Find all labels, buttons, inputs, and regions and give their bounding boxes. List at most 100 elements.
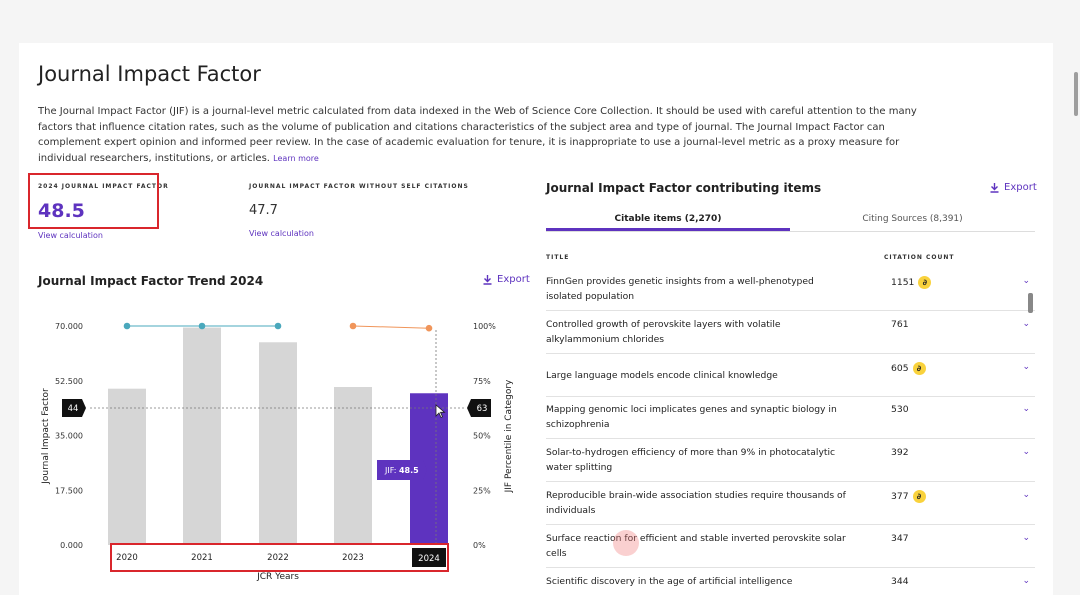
jif-label: 2024 JOURNAL IMPACT FACTOR [38, 183, 169, 190]
jif-description: The Journal Impact Factor (JIF) is a jou… [38, 104, 943, 166]
chart-bar [259, 342, 297, 545]
contrib-row-count-cell: 1151 ∂ [891, 276, 932, 289]
percentile-point [123, 322, 131, 330]
download-icon [990, 182, 999, 193]
contrib-row-title: Reproducible brain-wide association stud… [546, 490, 846, 516]
page-scrollbar[interactable] [1074, 72, 1078, 116]
contrib-row-count: 530 [891, 404, 909, 415]
chevron-down-icon[interactable]: ⌄ [1022, 447, 1030, 457]
open-access-icon: ∂ [912, 490, 926, 503]
contrib-row[interactable]: Reproducible brain-wide association stud… [546, 482, 1035, 525]
list-scrollbar[interactable] [1028, 293, 1033, 313]
chevron-down-icon[interactable]: ⌄ [1022, 533, 1030, 543]
x-tick-label: 2021 [191, 553, 213, 563]
x-tick-label: 2024 [418, 554, 440, 564]
click-indicator [613, 530, 639, 556]
contrib-tabs: Citable items (2,270) Citing Sources (8,… [546, 211, 1035, 232]
contrib-row-count-cell: 530 [891, 404, 909, 415]
jif-tooltip-text: JIF: 48.5 [384, 466, 419, 475]
jif-highlight-box [28, 173, 159, 229]
years-highlight-box [110, 543, 449, 572]
x-tick-highlight-box [412, 548, 446, 567]
chevron-down-icon[interactable]: ⌄ [1022, 404, 1030, 414]
contrib-row[interactable]: Mapping genomic loci implicates genes an… [546, 396, 1035, 439]
crosshair-left-label: 44 [68, 404, 79, 414]
contrib-row[interactable]: Surface reaction for efficient and stabl… [546, 525, 1035, 568]
x-axis-title: JCR Years [256, 572, 299, 582]
chevron-down-icon[interactable]: ⌄ [1022, 276, 1030, 286]
contrib-row[interactable]: Scientific discovery in the age of artif… [546, 568, 1035, 595]
contrib-row-count-cell: 377 ∂ [891, 490, 926, 503]
contrib-export-button[interactable]: Export [990, 182, 1037, 193]
mouse-cursor-icon [435, 404, 446, 419]
contrib-row-count-cell: 347 [891, 533, 909, 544]
y-tick-label: 35.000 [55, 432, 83, 441]
crosshair-left-marker [62, 399, 86, 417]
percentile-line-orange [352, 325, 430, 329]
y2-axis-title: JIF Percentile in Category [504, 379, 514, 493]
x-tick-label: 2022 [267, 553, 289, 563]
contrib-row-count: 392 [891, 447, 909, 458]
contrib-row-count-cell: 761 [891, 319, 909, 330]
open-access-icon: ∂ [918, 276, 932, 289]
tab-citing-sources[interactable]: Citing Sources (8,391) [862, 214, 963, 224]
tab-citable-items[interactable]: Citable items (2,270) [546, 211, 790, 231]
y-axis-title: Journal Impact Factor [41, 388, 51, 485]
contrib-row-title: Surface reaction for efficient and stabl… [546, 533, 846, 559]
y2-tick-label: 75% [473, 377, 491, 386]
contrib-row[interactable]: FinnGen provides genetic insights from a… [546, 268, 1035, 311]
contrib-row[interactable]: Large language models encode clinical kn… [546, 354, 1035, 397]
y-tick-label: 70.000 [55, 322, 83, 331]
percentile-point [274, 322, 282, 330]
open-access-icon: ∂ [912, 362, 926, 375]
percentile-point [425, 324, 433, 332]
y2-tick-label: 25% [473, 486, 491, 495]
percentile-point [349, 322, 357, 330]
y-tick-label: 17.500 [55, 486, 83, 495]
jif-value: 48.5 [38, 200, 85, 222]
jif-metric: 2024 JOURNAL IMPACT FACTOR 48.5 View cal… [38, 183, 169, 240]
contrib-row[interactable]: Controlled growth of perovskite layers w… [546, 311, 1035, 354]
crosshair-right-label: 63 [477, 404, 488, 414]
contrib-export-label: Export [1004, 182, 1037, 193]
trend-export-button[interactable]: Export [483, 274, 530, 285]
chevron-down-icon[interactable]: ⌄ [1022, 362, 1030, 372]
y2-tick-label: 50% [473, 432, 491, 441]
y2-tick-label: 100% [473, 322, 496, 331]
contrib-row-count: 605 [891, 363, 909, 374]
jif-tooltip [377, 460, 427, 480]
y-tick-label: 52.500 [55, 377, 83, 386]
contrib-row-count: 377 [891, 491, 909, 502]
chevron-down-icon[interactable]: ⌄ [1022, 319, 1030, 329]
jif-noself-value: 47.7 [249, 203, 278, 218]
jif-noself-view-calculation-link[interactable]: View calculation [249, 229, 314, 238]
contrib-row-count-cell: 605 ∂ [891, 362, 926, 375]
learn-more-link[interactable]: Learn more [273, 153, 319, 163]
column-header-title: TITLE [546, 254, 570, 261]
chart-bar [183, 327, 221, 545]
jif-noself-label: JOURNAL IMPACT FACTOR WITHOUT SELF CITAT… [249, 183, 469, 190]
contrib-row-title: Solar-to-hydrogen efficiency of more tha… [546, 447, 836, 473]
crosshair-right-marker [467, 399, 491, 417]
contrib-row-title: FinnGen provides genetic insights from a… [546, 276, 814, 302]
contrib-row-title: Large language models encode clinical kn… [546, 370, 778, 381]
chevron-down-icon[interactable]: ⌄ [1022, 576, 1030, 586]
trend-title: Journal Impact Factor Trend 2024 [38, 274, 264, 288]
chevron-down-icon[interactable]: ⌄ [1022, 490, 1030, 500]
x-tick-label: 2020 [116, 553, 138, 563]
page-title: Journal Impact Factor [38, 62, 261, 86]
contrib-row-count: 761 [891, 319, 909, 330]
contrib-row-count: 1151 [891, 277, 915, 288]
contrib-row-title: Controlled growth of perovskite layers w… [546, 319, 781, 345]
contrib-title: Journal Impact Factor contributing items [546, 181, 822, 195]
jif-view-calculation-link[interactable]: View calculation [38, 231, 103, 240]
jif-noself-metric: JOURNAL IMPACT FACTOR WITHOUT SELF CITAT… [249, 183, 469, 238]
y2-tick-label: 0% [473, 541, 486, 550]
contrib-row-count-cell: 344 [891, 576, 909, 587]
chart-bar [108, 388, 146, 545]
contrib-row[interactable]: Solar-to-hydrogen efficiency of more tha… [546, 439, 1035, 482]
download-icon [483, 274, 492, 285]
contrib-row-title: Scientific discovery in the age of artif… [546, 576, 793, 587]
trend-export-label: Export [497, 274, 530, 285]
